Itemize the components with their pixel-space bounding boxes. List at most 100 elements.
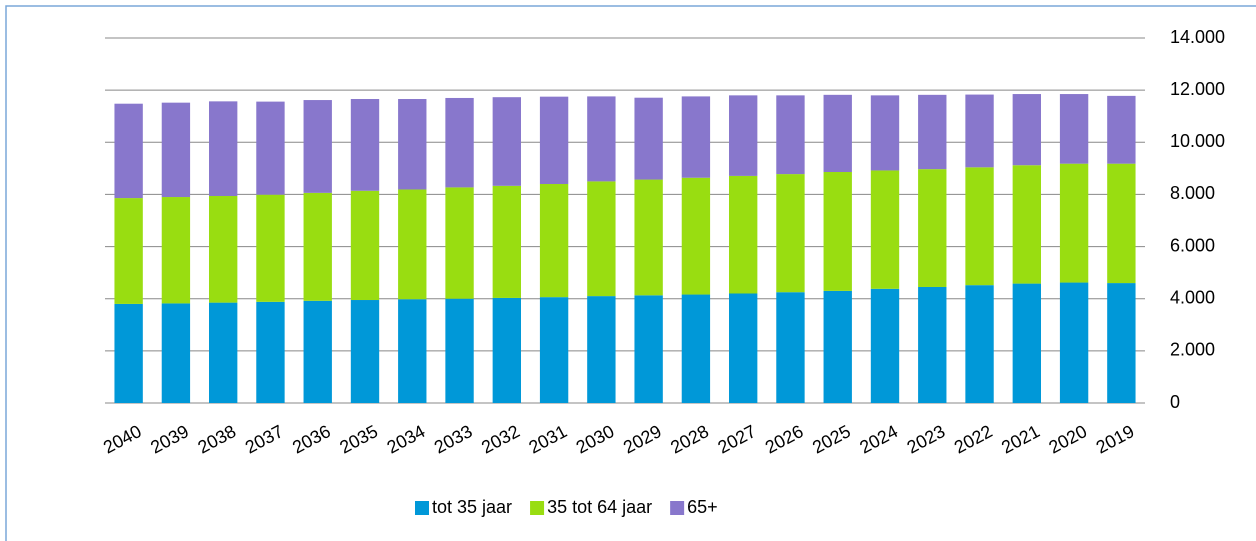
bar-segment [634, 97, 663, 180]
x-tick-label: 2024 [856, 421, 901, 457]
bar-segment [492, 185, 521, 298]
x-tick-label: 2037 [242, 421, 287, 457]
bar-segment [539, 184, 569, 298]
bar-segment [634, 295, 663, 403]
bar-segment [114, 303, 143, 403]
bar-segment [1059, 163, 1089, 283]
bar-segment [823, 290, 852, 403]
x-tick-label: 2036 [289, 421, 334, 457]
bar-segment [587, 296, 616, 403]
bar-segment [492, 97, 521, 186]
y-tick-label: 8.000 [1170, 183, 1215, 203]
bar-segment [1059, 282, 1089, 403]
bar-segment [1107, 95, 1136, 164]
bar-segment [1059, 94, 1089, 164]
bar-segment [350, 99, 380, 191]
bar-segment [870, 95, 900, 171]
bar-segment [303, 300, 332, 403]
bar-segment [350, 300, 380, 403]
bar-segment [209, 195, 238, 303]
bar-segment [776, 292, 805, 403]
y-tick-label: 2.000 [1170, 340, 1215, 360]
x-tick-label: 2039 [147, 421, 192, 457]
bar-segment [445, 298, 474, 403]
bar-segment [1012, 165, 1041, 284]
bar-segment [209, 101, 238, 196]
bar-segment [681, 294, 711, 403]
x-tick-label: 2020 [1045, 421, 1090, 457]
legend-label: 35 tot 64 jaar [547, 497, 652, 517]
bar-segment [256, 101, 285, 195]
bar-segment [729, 95, 758, 176]
bar-segment [1107, 283, 1136, 403]
bar-segment [114, 103, 143, 199]
x-tick-label: 2034 [384, 421, 429, 457]
legend-label: 65+ [687, 497, 718, 517]
y-tick-label: 6.000 [1170, 235, 1215, 255]
bar-segment [398, 299, 427, 403]
bar-segment [114, 198, 143, 304]
bar-segment [398, 189, 427, 300]
bar-segment [965, 167, 994, 286]
legend-swatch [415, 501, 429, 515]
x-tick-label: 2026 [762, 421, 807, 457]
bar-segment [256, 194, 285, 302]
frame [5, 5, 1256, 541]
x-tick-label: 2029 [620, 421, 665, 457]
x-tick-label: 2030 [573, 421, 618, 457]
bar-segment [965, 285, 994, 403]
x-tick-label: 2033 [431, 421, 476, 457]
x-tick-label: 2040 [100, 421, 145, 457]
legend-swatch [670, 501, 685, 515]
x-tick-label: 2038 [195, 421, 240, 457]
bar-segment [539, 297, 569, 403]
y-tick-label: 10.000 [1170, 131, 1225, 151]
bar-segment [1012, 283, 1041, 403]
bar-segment [303, 100, 332, 193]
x-tick-label: 2027 [715, 421, 760, 457]
bar-segment [776, 95, 805, 175]
y-tick-label: 12.000 [1170, 79, 1225, 99]
bar-segment [587, 96, 616, 182]
bar-segment [776, 174, 805, 293]
x-tick-label: 2028 [667, 421, 712, 457]
bar-segment [823, 172, 852, 291]
bar-segment [965, 94, 994, 168]
bar-segment [161, 197, 191, 304]
bar-segment [398, 99, 427, 190]
x-tick-label: 2021 [998, 421, 1043, 457]
x-tick-label: 2022 [951, 421, 996, 457]
bar-segment [681, 96, 711, 178]
bar-segment [870, 170, 900, 289]
bar-segment [1012, 94, 1041, 166]
bar-segment [256, 301, 285, 403]
y-tick-label: 0 [1170, 392, 1180, 412]
bar-segment [918, 94, 947, 170]
bar-segment [209, 302, 238, 403]
x-tick-label: 2023 [904, 421, 949, 457]
bar-segment [634, 179, 663, 296]
bar-segment [161, 102, 191, 198]
x-tick-label: 2025 [809, 421, 854, 457]
bar-segment [445, 187, 474, 299]
bar-segment [350, 190, 380, 301]
legend-label: tot 35 jaar [432, 497, 512, 517]
y-tick-label: 14.000 [1170, 27, 1225, 47]
bar-segment [587, 181, 616, 297]
y-tick-label: 4.000 [1170, 287, 1215, 307]
x-tick-label: 2032 [478, 421, 523, 457]
bar-segment [303, 192, 332, 301]
bar-segment [870, 288, 900, 403]
x-tick-label: 2031 [525, 421, 570, 457]
bar-segment [161, 303, 191, 403]
bar-segment [492, 297, 521, 403]
bar-segment [823, 94, 852, 173]
bar-segment [729, 175, 758, 294]
bar-segment [445, 97, 474, 188]
bar-segment [1107, 163, 1136, 284]
legend-swatch [530, 501, 545, 515]
bar-segment [539, 96, 569, 184]
bar-segment [918, 169, 947, 287]
bar-segment [681, 177, 711, 295]
